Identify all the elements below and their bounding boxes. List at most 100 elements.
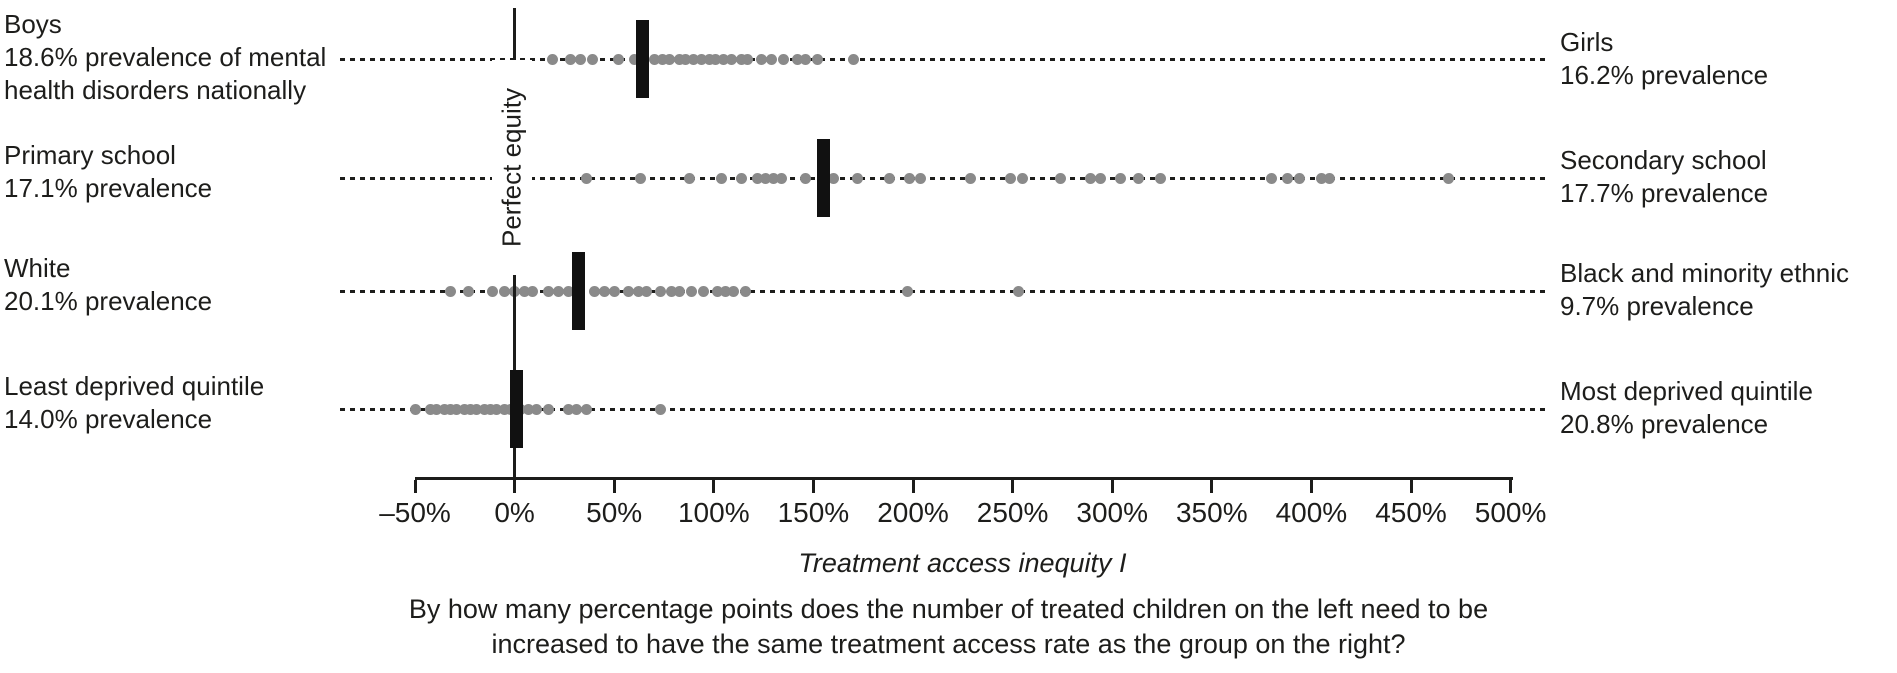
data-point: [471, 403, 483, 415]
data-point: [674, 53, 686, 65]
data-point: [445, 403, 457, 415]
x-tick: [1409, 480, 1413, 493]
data-point: [726, 53, 738, 65]
x-tick-label: –50%: [379, 497, 451, 528]
group-name: Secondary school: [1560, 145, 1767, 175]
group-name: Least deprived quintile: [4, 371, 265, 401]
data-point: [608, 285, 620, 297]
data-point: [756, 53, 768, 65]
data-point: [409, 403, 421, 415]
data-point: [903, 172, 915, 184]
data-point: [519, 285, 531, 297]
zero-reference-label: Perfect equity: [492, 60, 532, 275]
x-axis-title: Treatment access inequity I: [798, 548, 1127, 578]
data-point: [628, 53, 640, 65]
data-point: [552, 285, 564, 297]
data-point: [580, 403, 592, 415]
data-point: [791, 53, 803, 65]
group-name: Most deprived quintile: [1560, 376, 1813, 406]
data-point: [564, 53, 576, 65]
data-point: [463, 285, 475, 297]
data-point: [580, 172, 592, 184]
data-point: [1293, 172, 1305, 184]
group-note: 16.2% prevalence: [1560, 60, 1769, 90]
caption-line-2: increased to have the same treatment acc…: [491, 629, 1406, 659]
data-point: [1005, 172, 1017, 184]
data-point: [479, 403, 491, 415]
group-note: 18.6% prevalence of mental: [4, 42, 327, 72]
x-tick-label: 250%: [976, 497, 1049, 528]
data-point: [1013, 285, 1025, 297]
data-point: [1132, 172, 1144, 184]
data-point: [499, 403, 511, 415]
x-tick-label: 100%: [677, 497, 750, 528]
data-point: [586, 53, 598, 65]
data-point: [570, 403, 582, 415]
group-note: 17.7% prevalence: [1560, 178, 1769, 208]
data-point: [704, 53, 716, 65]
x-tick: [911, 480, 915, 493]
data-point: [542, 285, 554, 297]
row-guide-line: [340, 58, 1548, 61]
data-point: [562, 285, 574, 297]
data-point: [598, 285, 610, 297]
data-point: [666, 285, 678, 297]
data-point: [546, 53, 558, 65]
data-point: [632, 285, 644, 297]
data-point: [1094, 172, 1106, 184]
data-point: [799, 172, 811, 184]
x-tick-label: 200%: [877, 497, 949, 528]
left-label-row2: Primary school 17.1% prevalence: [4, 139, 212, 205]
data-point: [485, 403, 497, 415]
data-point: [640, 285, 652, 297]
data-point: [768, 172, 780, 184]
data-point: [766, 53, 778, 65]
data-point: [439, 403, 451, 415]
data-point: [680, 53, 692, 65]
data-point: [710, 53, 722, 65]
right-label-row3: Black and minority ethnic 9.7% prevalenc…: [1560, 257, 1849, 323]
median-bar: [510, 370, 524, 448]
group-name: White: [4, 253, 71, 283]
data-point: [465, 403, 477, 415]
x-tick-label: 500%: [1474, 497, 1547, 528]
data-point: [827, 172, 839, 184]
x-tick: [712, 480, 716, 493]
data-point: [883, 172, 895, 184]
right-label-row2: Secondary school 17.7% prevalence: [1560, 144, 1768, 210]
group-note: 14.0% prevalence: [4, 404, 213, 434]
data-point: [1443, 172, 1455, 184]
data-point: [684, 172, 696, 184]
x-tick-label: 0%: [494, 497, 535, 528]
group-name: Primary school: [4, 140, 176, 170]
data-point: [491, 403, 503, 415]
data-point: [622, 285, 634, 297]
data-point: [656, 53, 668, 65]
data-point: [1084, 172, 1096, 184]
data-point: [778, 53, 790, 65]
data-point: [459, 403, 471, 415]
data-point: [742, 53, 754, 65]
data-point: [1114, 172, 1126, 184]
x-axis-line: [415, 477, 1513, 480]
data-point: [499, 285, 511, 297]
group-name: Girls: [1560, 27, 1614, 57]
data-point: [686, 285, 698, 297]
data-point: [736, 53, 748, 65]
data-point: [487, 285, 499, 297]
group-note: 17.1% prevalence: [4, 173, 213, 203]
data-point: [799, 53, 811, 65]
data-point: [451, 403, 463, 415]
x-tick: [811, 480, 815, 493]
data-point: [1266, 172, 1278, 184]
data-point: [965, 172, 977, 184]
data-point: [696, 53, 708, 65]
x-tick: [513, 480, 517, 493]
data-point: [654, 285, 666, 297]
x-tick: [1210, 480, 1214, 493]
x-tick: [1509, 480, 1513, 493]
median-bar: [635, 20, 649, 98]
data-point: [776, 172, 788, 184]
data-point: [847, 53, 859, 65]
x-tick-label: 150%: [777, 497, 850, 528]
